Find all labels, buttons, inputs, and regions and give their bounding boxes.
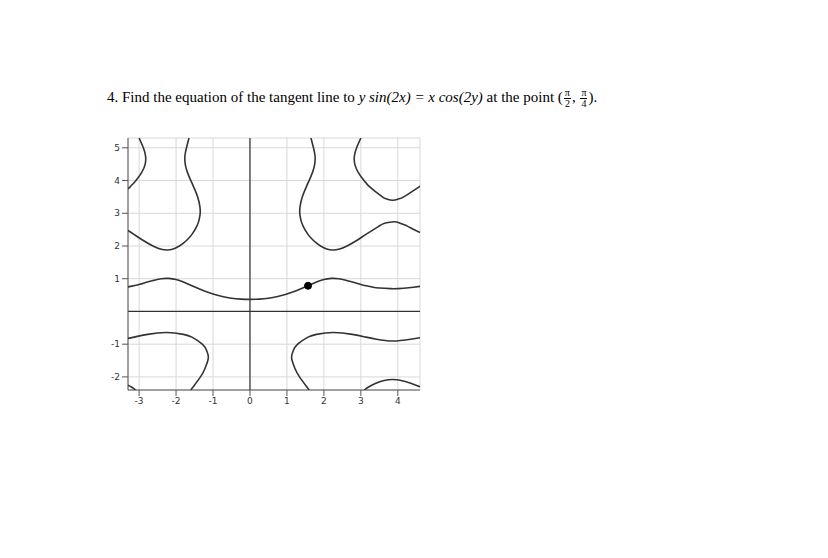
html-text:2, π: 2, π: [564, 87, 587, 109]
html-text:4. Find the equation of the ta: 4. Find the equation of the tangent line…: [107, 87, 570, 105]
svg-text:-2: -2: [172, 396, 181, 406]
svg-text:-2: -2: [111, 372, 120, 382]
svg-text:3: 3: [358, 396, 364, 406]
svg-text:3: 3: [114, 208, 120, 218]
html-text:4).: 4).: [581, 88, 598, 109]
svg-text:4: 4: [395, 396, 401, 406]
svg-text:1: 1: [114, 274, 120, 284]
svg-text:4: 4: [114, 176, 120, 186]
svg-text:-1: -1: [111, 339, 120, 349]
svg-text:1: 1: [284, 396, 290, 406]
svg-text:5: 5: [114, 143, 120, 153]
svg-text:-1: -1: [209, 396, 218, 406]
svg-text:2: 2: [114, 241, 120, 251]
svg-text:0: 0: [247, 396, 253, 406]
svg-text:2: 2: [321, 396, 327, 406]
svg-text:-3: -3: [135, 396, 144, 406]
